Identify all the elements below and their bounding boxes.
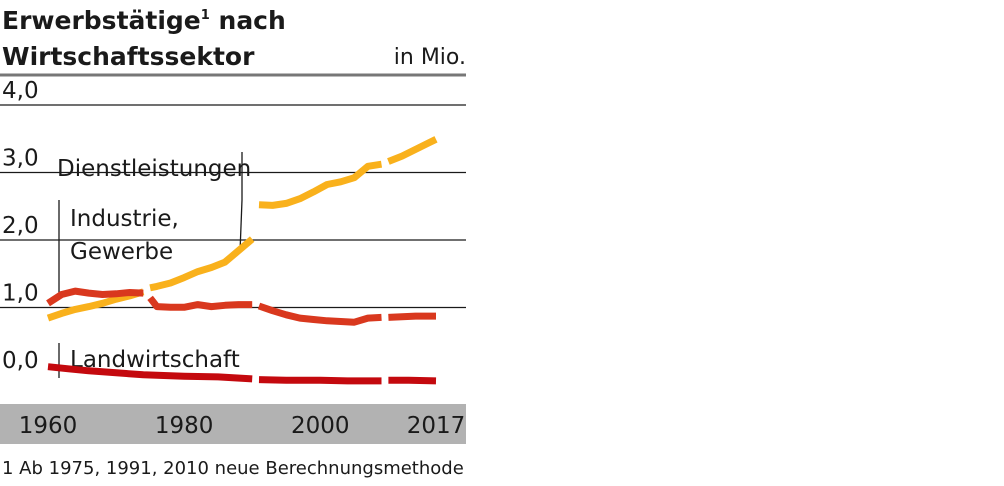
series-line — [46, 287, 144, 307]
x-tick-label: 2000 — [291, 413, 350, 439]
series-line — [147, 295, 253, 311]
unit-label: in Mio. — [393, 45, 466, 70]
series-line — [388, 376, 437, 385]
series-line — [258, 376, 382, 385]
series-lines — [46, 136, 438, 385]
series-line — [258, 160, 383, 209]
chart-title-line1: Erwerbstätige1 nach — [2, 6, 286, 41]
x-tick-label: 1960 — [19, 413, 78, 439]
y-tick-label: 2,0 — [2, 213, 39, 239]
x-tick-label: 1980 — [155, 413, 214, 439]
title-suffix: nach — [209, 6, 286, 35]
series-line — [388, 312, 436, 321]
y-tick-label: 0,0 — [2, 348, 39, 374]
x-tick-labels: 1960 1980 2000 2017 — [19, 413, 466, 439]
series-annotation: Gewerbe — [70, 239, 173, 265]
series-line — [257, 302, 382, 326]
y-tick-label: 1,0 — [2, 281, 39, 307]
y-tick-labels: 0,0 1,0 2,0 3,0 4,0 — [2, 78, 39, 374]
series-line — [149, 236, 255, 292]
x-axis-band — [0, 404, 466, 444]
series-annotation: Industrie, — [70, 206, 179, 232]
footnote: 1 Ab 1975, 1991, 2010 neue Berechnungsme… — [2, 458, 464, 479]
series-line — [387, 136, 438, 165]
x-tick-label: 2017 — [407, 413, 466, 439]
y-tick-label: 4,0 — [2, 78, 39, 104]
series-line — [46, 288, 145, 322]
series-annotation: Dienstleistungen — [57, 156, 251, 182]
y-tick-label: 3,0 — [2, 146, 39, 172]
title-text: Erwerbstätige — [2, 6, 201, 35]
annotation-leader — [239, 199, 243, 253]
footnote-marker: 1 — [200, 8, 210, 23]
chart-title-line2: Wirtschaftssektor — [2, 42, 255, 71]
series-line — [47, 363, 253, 383]
